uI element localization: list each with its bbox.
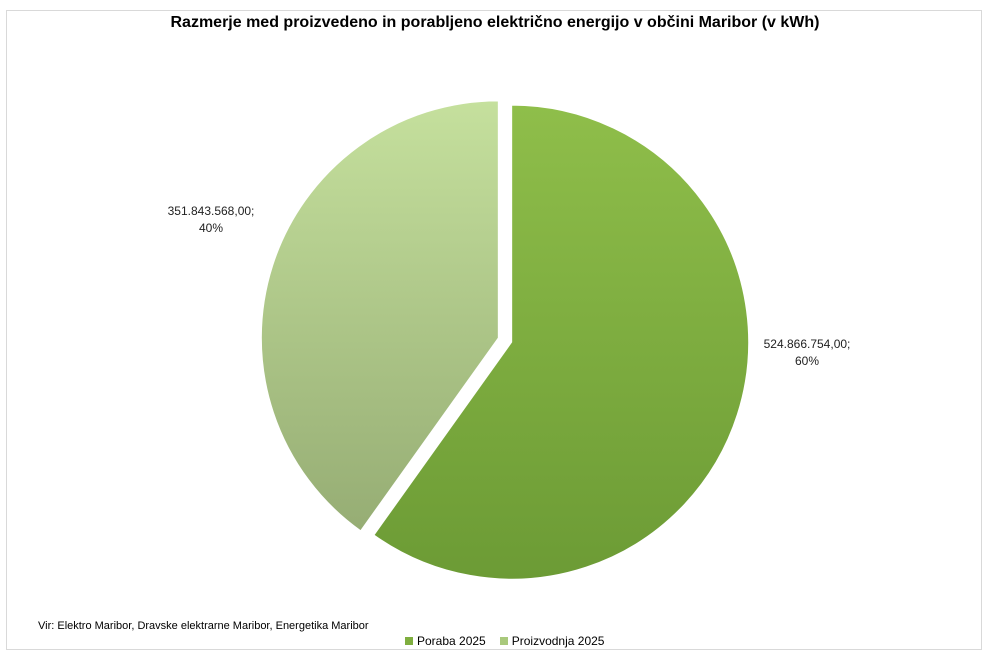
legend-item-proizvodnja: Proizvodnja 2025 [499, 634, 605, 648]
legend-label-poraba: Poraba 2025 [417, 634, 486, 648]
data-label-proizvodnja-value: 351.843.568,00; [167, 204, 255, 218]
legend-label-proizvodnja: Proizvodnja 2025 [511, 634, 605, 648]
legend-item-poraba: Poraba 2025 [405, 634, 486, 648]
data-label-poraba-value: 524.866.754,00; [763, 337, 851, 351]
data-label-poraba-percent: 60% [794, 354, 820, 368]
pie-slice-proizvodnja [260, 100, 499, 532]
chart-frame [6, 10, 982, 650]
legend-swatch-poraba [405, 637, 413, 645]
data-label-proizvodnja-percent: 40% [198, 221, 224, 235]
source-note: Vir: Elektro Maribor, Dravske elektrarne… [38, 620, 369, 632]
legend: Poraba 2025 Proizvodnja 2025 [405, 634, 604, 648]
data-label-poraba: 524.866.754,00; 60% [752, 336, 862, 370]
chart-title: Razmerje med proizvedeno in porabljeno e… [170, 14, 820, 31]
legend-swatch-proizvodnja [499, 637, 508, 645]
data-label-proizvodnja: 351.843.568,00; 40% [156, 203, 266, 237]
pie-slice-poraba [373, 104, 750, 580]
